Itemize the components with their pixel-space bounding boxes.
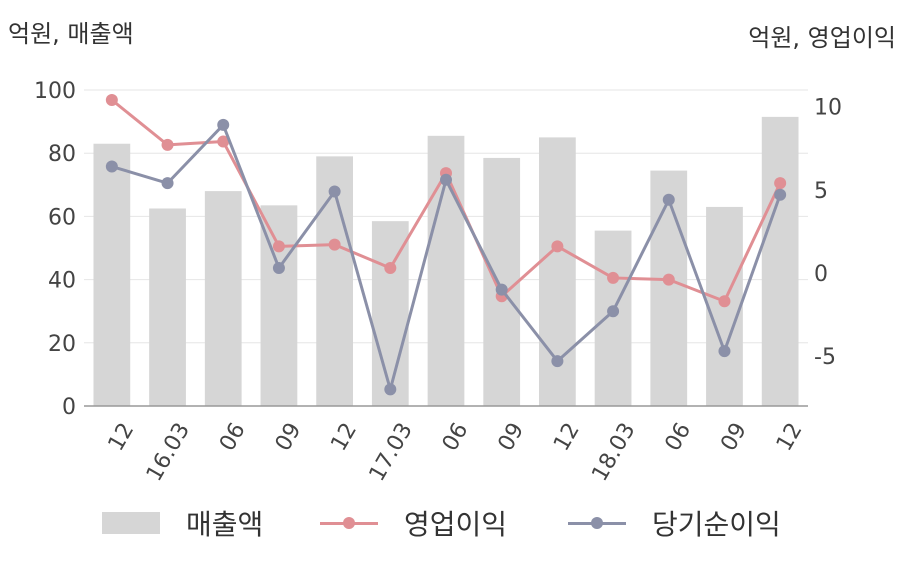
y-right-tick-label: 10 bbox=[814, 96, 842, 121]
op-profit-point bbox=[161, 138, 174, 151]
legend-label-op-profit: 영업이익 bbox=[404, 508, 508, 541]
net-profit-point bbox=[272, 261, 285, 274]
net-profit-point bbox=[328, 185, 341, 198]
revenue-bar bbox=[650, 170, 688, 406]
net-profit-point bbox=[495, 283, 508, 296]
legend-swatch-net-profit bbox=[568, 512, 626, 534]
revenue-bar bbox=[316, 156, 353, 406]
y-left-tick-label: 80 bbox=[48, 142, 76, 167]
revenue-bars bbox=[93, 116, 799, 407]
x-tick-label: 06 bbox=[215, 419, 251, 456]
revenue-bar bbox=[93, 143, 131, 406]
legend-label-revenue: 매출액 bbox=[186, 508, 264, 541]
net-profit-point bbox=[105, 160, 118, 173]
x-tick-label: 09 bbox=[716, 419, 752, 456]
net-profit-point bbox=[440, 173, 452, 186]
op-profit-point bbox=[774, 177, 787, 190]
x-tick-label: 16.03 bbox=[142, 419, 195, 486]
x-tick-label: 17.03 bbox=[365, 419, 418, 486]
op-profit-point bbox=[384, 261, 397, 274]
op-profit-point bbox=[718, 295, 731, 308]
op-profit-point bbox=[328, 238, 341, 251]
legend-item-net-profit: 당기순이익 bbox=[568, 500, 781, 546]
x-tick-label: 12 bbox=[104, 419, 140, 456]
y-left-tick-label: 20 bbox=[48, 332, 76, 357]
y-right-tick-label: 0 bbox=[814, 262, 828, 287]
net-profit-point bbox=[161, 177, 174, 190]
legend-label-net-profit: 당기순이익 bbox=[652, 508, 781, 541]
op-profit-point bbox=[105, 93, 118, 106]
y-left-tick-label: 100 bbox=[34, 79, 76, 104]
x-tick-label: 06 bbox=[438, 419, 474, 456]
revenue-bar bbox=[204, 191, 242, 406]
x-tick-label: 12 bbox=[549, 419, 585, 456]
legend-item-revenue: 매출액 bbox=[102, 500, 263, 546]
x-tick-label: 18.03 bbox=[587, 419, 640, 486]
net-profit-point bbox=[551, 355, 564, 368]
y-left-tick-label: 0 bbox=[62, 395, 76, 420]
y-left-tick-label: 60 bbox=[48, 205, 76, 230]
net-profit-point bbox=[662, 193, 675, 206]
revenue-bar bbox=[371, 221, 409, 406]
net-profit-point bbox=[384, 383, 397, 396]
revenue-bar bbox=[483, 157, 521, 406]
net-profit-point bbox=[718, 345, 731, 358]
profit-lines bbox=[105, 93, 787, 396]
legend-swatch-bar bbox=[102, 512, 160, 534]
revenue-bar bbox=[761, 116, 799, 407]
op-profit-point bbox=[607, 271, 620, 284]
y-right-tick-label: -5 bbox=[814, 345, 836, 370]
revenue-bar bbox=[594, 230, 632, 406]
net-profit-point bbox=[774, 188, 787, 201]
legend: 매출액 영업이익 당기순이익 bbox=[0, 500, 908, 550]
x-tick-label: 09 bbox=[494, 419, 530, 456]
legend-swatch-op-profit bbox=[320, 512, 378, 534]
x-tick-label: 12 bbox=[326, 419, 362, 456]
x-tick-label: 06 bbox=[661, 419, 697, 456]
revenue-bar bbox=[149, 208, 186, 406]
right-axis-unit: 억원, 영업이익 bbox=[748, 24, 896, 52]
op-profit-point bbox=[217, 135, 230, 148]
x-tick-label: 09 bbox=[271, 419, 307, 456]
left-axis-unit: 억원, 매출액 bbox=[8, 20, 134, 48]
legend-item-op-profit: 영업이익 bbox=[320, 500, 507, 546]
op-profit-point bbox=[272, 240, 285, 253]
y-right-tick-label: 5 bbox=[814, 179, 828, 204]
op-profit-point bbox=[551, 240, 564, 253]
net-profit-point bbox=[217, 118, 230, 131]
y-left-tick-label: 40 bbox=[48, 269, 76, 294]
op-profit-point bbox=[662, 273, 675, 286]
x-tick-label: 12 bbox=[772, 419, 808, 456]
net-profit-point bbox=[607, 305, 620, 318]
